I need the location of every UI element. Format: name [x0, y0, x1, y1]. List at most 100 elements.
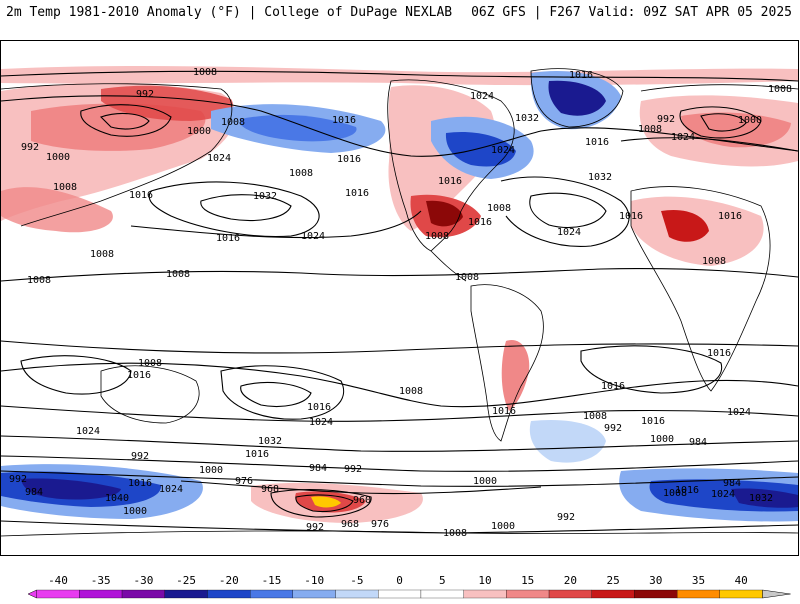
colorbar-tick-label: 40	[735, 574, 748, 587]
pressure-label: 1000	[199, 465, 223, 476]
colorbar-tick-label: -40	[48, 574, 68, 587]
south-america-warm	[501, 340, 530, 411]
pressure-label: 1024	[301, 231, 325, 242]
pressure-label: 1008	[166, 269, 190, 280]
colorbar-tick-label: 0	[396, 574, 403, 587]
pressure-label: 992	[131, 451, 149, 462]
pressure-label: 1032	[588, 172, 612, 183]
central-america-outline	[430, 250, 467, 282]
pressure-label: 984	[25, 487, 43, 498]
pressure-label: 1032	[749, 493, 773, 504]
greenland-outline	[530, 68, 624, 128]
pressure-label: 1016	[585, 137, 609, 148]
colorbar-tick-label: -30	[133, 574, 153, 587]
pressure-label: 1000	[491, 521, 515, 532]
pressure-label: 1008	[289, 168, 313, 179]
colorbar-min-arrow	[27, 589, 37, 599]
south-america-outline	[470, 284, 544, 442]
pressure-label: 992	[557, 512, 575, 523]
southern-ocean-cold-east-peak	[731, 488, 798, 508]
pressure-label: 1008	[663, 488, 687, 499]
pressure-label: 1008	[443, 528, 467, 539]
colorbar-tick-label: -25	[176, 574, 196, 587]
isobar-1016-atlantic	[500, 176, 630, 247]
colorbar-svg: -40 -35 -30 -25 -20 -15 -10 -5 0 5 10 15 20 25 30 35 40	[27, 574, 791, 599]
pressure-label: 992	[9, 474, 27, 485]
colorbar-segment	[634, 589, 678, 599]
colorbar-tick-label: -10	[304, 574, 324, 587]
isobar-1016-pacific-belt	[130, 210, 422, 239]
colorbar-segment	[420, 589, 464, 599]
pressure-label: 992	[344, 464, 362, 475]
pressure-label: 1016	[569, 70, 593, 81]
siberia-warm	[101, 85, 233, 121]
isobar-1008-roaring-forties	[1, 405, 798, 422]
pressure-label: 1008	[399, 386, 423, 397]
pressure-label: 1024	[207, 153, 231, 164]
colorbar-segment	[36, 589, 80, 599]
pressure-label: 1008	[53, 182, 77, 193]
anomaly-map: 1008 1016 992 1000 1008 992 1000 1008 10…	[1, 65, 798, 539]
pressure-label: 1024	[76, 426, 100, 437]
pressure-label: 968	[341, 519, 359, 530]
pressure-label: 1016	[128, 478, 152, 489]
isobar-992-europe-low	[700, 113, 747, 132]
colorbar-segment	[79, 589, 123, 599]
pressure-label: 1016	[718, 211, 742, 222]
colorbar-tick-label: 15	[521, 574, 534, 587]
isobar-1008-arctic	[1, 70, 798, 82]
colorbar-tick-label: 25	[606, 574, 619, 587]
pressure-label: 1024	[309, 417, 333, 428]
arctic-warm-band	[1, 65, 798, 86]
colorbar-segment	[292, 589, 336, 599]
pressure-label: 1008	[425, 231, 449, 242]
colorbar-segment	[207, 589, 251, 599]
isobar-1024-south-indian	[20, 355, 132, 395]
pressure-label: 1008	[193, 67, 217, 78]
pressure-label: 1016	[492, 406, 516, 417]
greenland-cold-core	[548, 80, 606, 116]
southern-ocean-cold-mid	[529, 419, 606, 463]
isobar-1008-antarctic-coast	[1, 520, 798, 534]
africa-outline	[630, 186, 771, 392]
pressure-label: 1024	[727, 407, 751, 418]
pressure-label: 1000	[123, 506, 147, 517]
pressure-label: 1024	[491, 145, 515, 156]
isobar-968-antarctic-low	[270, 488, 372, 518]
isobar-992-southern	[1, 455, 798, 472]
pressure-label: 1016	[332, 115, 356, 126]
pressure-label: 1016	[127, 370, 151, 381]
pressure-label: 1032	[258, 436, 282, 447]
colorbar-segment	[463, 589, 507, 599]
pressure-label: 976	[235, 476, 253, 487]
pressure-label: 1016	[641, 416, 665, 427]
pressure-label: 1008	[487, 203, 511, 214]
us-warm-peak	[426, 200, 463, 227]
pressure-label: 1016	[619, 211, 643, 222]
isobar-992-siberia-low	[99, 112, 150, 130]
colorbar-segment	[548, 589, 592, 599]
colorbar-tick-label: -15	[262, 574, 282, 587]
pressure-label: 1016	[245, 449, 269, 460]
isobar-1024-south-pacific	[220, 365, 344, 420]
colorbar-segment	[249, 589, 293, 599]
isobar-1008-south-tropic	[1, 340, 798, 354]
pressure-label: 1008	[768, 84, 792, 95]
pressure-label: 1016	[307, 402, 331, 413]
isobar-1000-southern	[1, 435, 798, 452]
pressure-label: 1000	[473, 476, 497, 487]
pressure-label: 1008	[221, 117, 245, 128]
isobar-1016-europe	[620, 137, 798, 152]
colorbar-tick-label: -20	[219, 574, 239, 587]
pressure-label: 960	[353, 495, 371, 506]
pressure-label: 992	[657, 114, 675, 125]
pressure-label: 1008	[27, 275, 51, 286]
colorbar-tick-label: -35	[91, 574, 111, 587]
pressure-label: 992	[604, 423, 622, 434]
pressure-label: 1024	[557, 227, 581, 238]
pressure-label: 984	[309, 463, 327, 474]
eurasia-outline	[1, 83, 798, 227]
pressure-label: 1016	[601, 381, 625, 392]
colorbar-segment	[335, 589, 379, 599]
colorbar-tick-label: 30	[649, 574, 662, 587]
